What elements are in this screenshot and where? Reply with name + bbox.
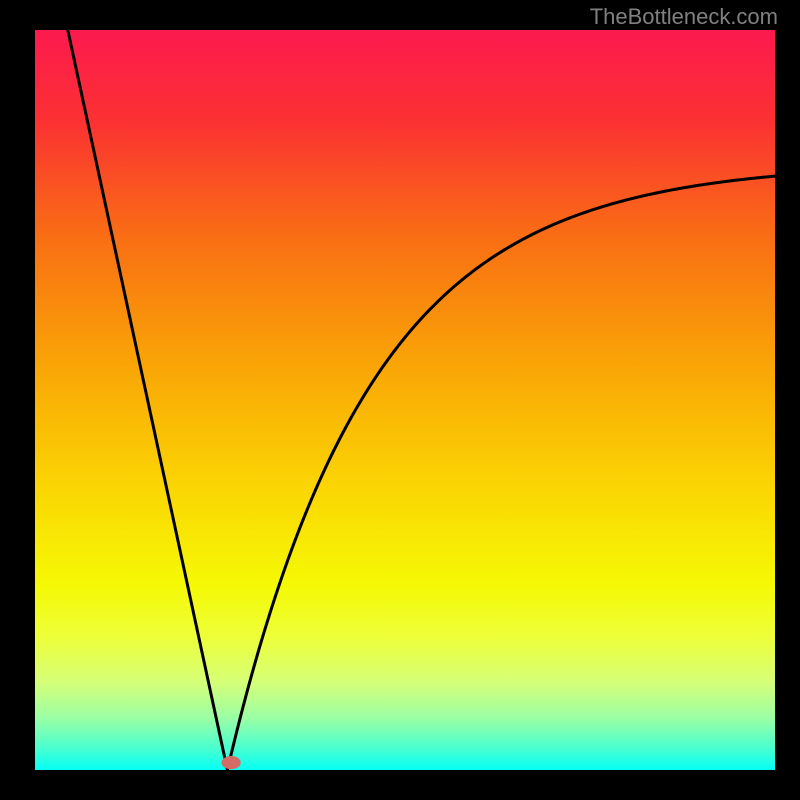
bottleneck-path — [65, 30, 775, 770]
minimum-marker — [221, 756, 240, 769]
plot-frame — [35, 30, 775, 770]
bottleneck-curve — [35, 30, 775, 770]
plot-area — [35, 30, 775, 770]
attribution-text: TheBottleneck.com — [590, 4, 778, 30]
